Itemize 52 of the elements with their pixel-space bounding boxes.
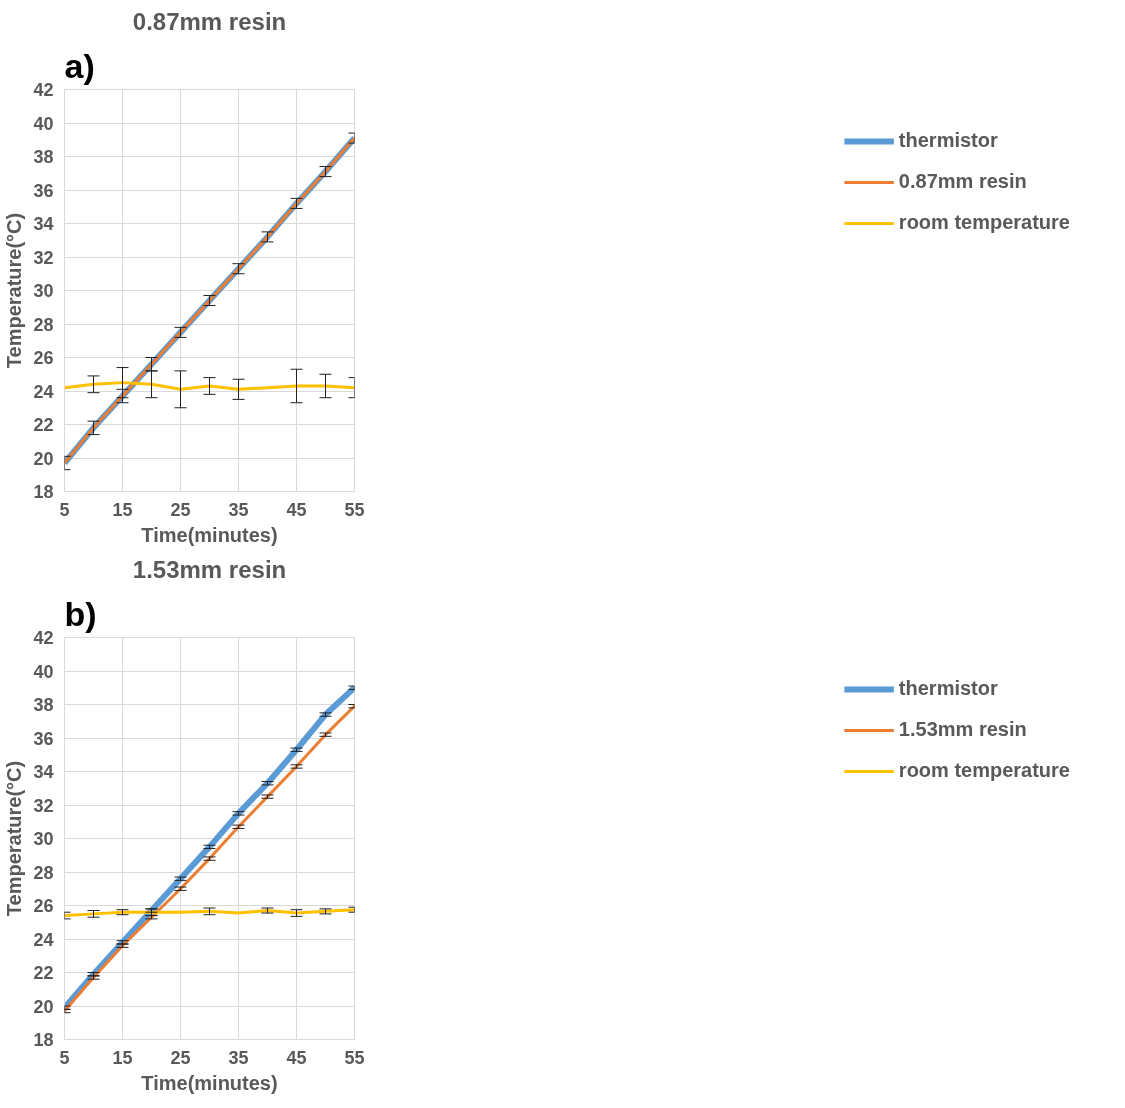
x-tick-label: 15: [112, 1047, 133, 1068]
y-tick-label: 36: [33, 728, 54, 749]
y-tick-label: 40: [33, 661, 54, 682]
y-axis-title: Temperature(°C): [3, 760, 26, 917]
legend-label: room temperature: [898, 211, 1070, 234]
chart-title: 1.53mm resin: [132, 555, 287, 583]
x-tick-label: 15: [112, 499, 133, 520]
x-tick-label: 25: [170, 499, 191, 520]
y-tick-label: 28: [33, 862, 54, 883]
y-tick-label: 42: [33, 628, 54, 648]
y-tick-label: 28: [33, 314, 54, 335]
y-tick-label: 30: [33, 281, 54, 301]
y-tick-label: 22: [33, 963, 54, 983]
y-tick-label: 18: [33, 482, 54, 502]
y-tick-label: 38: [33, 147, 54, 167]
y-tick-label: 18: [33, 1030, 54, 1050]
chart-title: 0.87mm resin: [132, 7, 287, 35]
y-tick-label: 34: [33, 214, 54, 234]
y-tick-label: 26: [33, 896, 54, 916]
y-tick-label: 32: [33, 247, 54, 268]
x-tick-label: 5: [59, 499, 70, 520]
x-tick-label: 35: [228, 499, 249, 520]
legend-label: thermistor: [898, 677, 998, 700]
x-tick-label: 45: [286, 1047, 307, 1068]
x-tick-label: 45: [286, 499, 307, 520]
legend-label: 0.87mm resin: [898, 170, 1027, 193]
x-axis-title: Time(minutes): [141, 523, 278, 546]
y-tick-label: 30: [33, 829, 54, 849]
y-tick-label: 26: [33, 348, 54, 368]
y-tick-label: 32: [33, 795, 54, 816]
x-tick-label: 25: [170, 1047, 191, 1068]
legend-label: thermistor: [898, 129, 998, 152]
text: b): [64, 594, 97, 633]
x-tick-label: 35: [228, 1047, 249, 1068]
y-tick-label: 24: [33, 381, 54, 402]
y-tick-label: 40: [33, 113, 54, 134]
y-axis-title: Temperature(°C): [3, 212, 26, 369]
y-tick-label: 22: [33, 415, 54, 435]
x-axis-title: Time(minutes): [141, 1071, 278, 1094]
text: a): [64, 46, 95, 85]
legend-label: room temperature: [898, 759, 1070, 782]
y-tick-label: 34: [33, 762, 54, 782]
y-tick-label: 42: [33, 80, 54, 100]
x-tick-label: 55: [344, 1047, 365, 1068]
y-tick-label: 36: [33, 180, 54, 201]
y-tick-label: 38: [33, 695, 54, 715]
y-tick-label: 20: [33, 448, 54, 469]
x-tick-label: 5: [59, 1047, 70, 1068]
y-tick-label: 24: [33, 929, 54, 950]
x-tick-label: 55: [344, 499, 365, 520]
legend-label: 1.53mm resin: [898, 718, 1027, 741]
y-tick-label: 20: [33, 996, 54, 1017]
